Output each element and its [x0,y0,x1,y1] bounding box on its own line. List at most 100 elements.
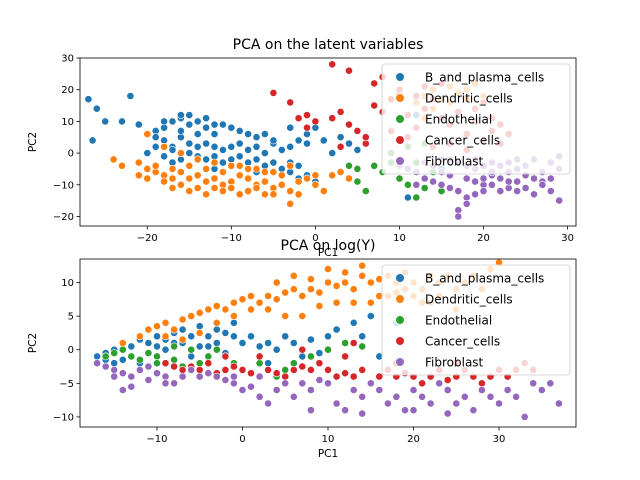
data-point [221,365,230,374]
data-point [370,79,379,88]
data-point [110,365,119,374]
data-point [341,352,349,361]
y-tick-label: 10 [61,117,74,128]
data-point [176,168,185,176]
x-axis-label: PC1 [318,448,338,460]
data-point [349,339,358,347]
data-point [358,342,367,351]
data-point [306,406,315,415]
data-point [395,174,404,183]
data-point [176,111,185,119]
data-point [202,155,210,164]
data-point [93,359,101,368]
x-tick-label: −20 [137,233,158,244]
data-point [504,177,513,186]
data-point [358,365,367,374]
data-point [277,145,286,154]
data-point [370,101,379,110]
data-point [512,392,520,401]
data-point [272,295,281,304]
data-point [185,174,194,183]
data-point [269,168,278,176]
data-point [110,359,119,368]
data-point [202,177,210,186]
data-point [212,325,221,334]
data-point [298,362,307,371]
data-point [227,161,236,170]
y-tick-label: −10 [53,180,74,191]
data-point [255,342,264,351]
axes-frame [79,57,577,227]
data-point [153,342,161,351]
data-point [235,190,244,199]
data-point [227,184,236,192]
data-point [195,372,204,381]
data-point [235,139,244,148]
data-point [454,187,463,195]
data-point [358,409,367,418]
data-point [193,184,202,192]
data-point [281,372,290,381]
data-point [403,180,412,189]
data-point [546,174,555,183]
y-axis-label: PC2 [27,333,39,353]
data-point [358,332,367,341]
data-point [345,174,353,183]
data-point [272,386,281,394]
data-point [328,114,337,123]
data-point [143,174,152,183]
data-point [477,379,486,388]
data-point [168,164,177,173]
data-point [392,392,401,401]
data-point [202,123,210,132]
data-point [109,155,118,164]
data-point [144,339,153,347]
data-point [264,399,272,408]
data-point [289,359,298,368]
data-point [269,158,278,167]
data-point [229,312,238,320]
data-point [247,332,255,341]
data-point [409,386,418,394]
legend-marker [395,135,405,145]
data-point [555,196,564,205]
x-tick-label: −10 [146,434,167,445]
data-point [135,332,144,341]
data-point [134,158,143,167]
data-point [135,355,144,364]
data-point [178,365,187,374]
data-point [289,285,298,294]
data-point [486,392,495,401]
data-point [210,174,219,183]
data-point [168,184,177,192]
legend-marker [395,357,405,367]
data-point [303,174,311,183]
data-point [341,369,349,378]
x-tick-label: 30 [493,434,506,445]
data-point [161,372,170,381]
data-point [260,149,269,157]
data-point [153,322,161,331]
data-point [303,139,311,148]
data-point [126,92,135,100]
data-point [298,292,307,300]
legend-entry-label: Fibroblast [425,356,484,370]
data-point [170,325,178,334]
data-point [437,180,446,189]
data-point [353,177,362,186]
data-point [345,139,353,148]
data-point [160,152,168,161]
legend-entry-label: Dendritic_cells [425,92,513,106]
data-point [530,174,538,183]
data-point [281,332,290,341]
data-point [170,362,178,371]
legend: B_and_plasma_cells Dendritic_cells Endothe… [381,264,571,376]
data-point [366,278,375,287]
data-point [341,339,349,347]
data-point [229,298,238,307]
data-point [366,298,375,307]
data-point [195,308,204,317]
data-point [195,322,204,331]
data-point [443,386,452,394]
data-point [418,379,426,388]
